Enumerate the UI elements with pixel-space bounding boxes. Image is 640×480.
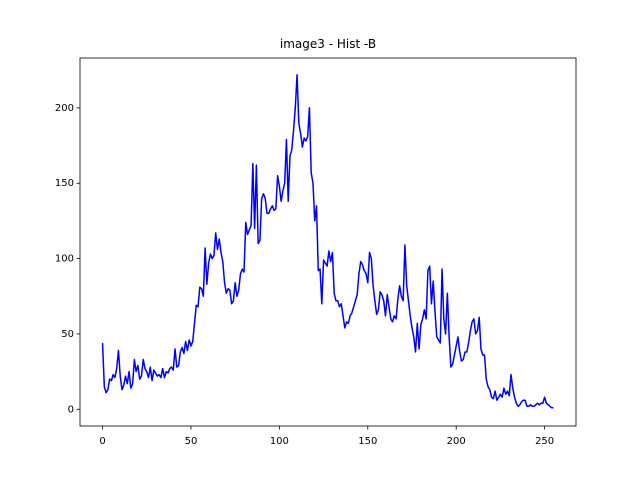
y-tick-label: 150: [55, 178, 74, 189]
x-tick-label: 250: [535, 436, 554, 447]
data-line: [101, 73, 554, 409]
x-tick-label: 50: [185, 436, 198, 447]
x-tick-label: 0: [99, 436, 105, 447]
x-tick-label: 150: [358, 436, 377, 447]
axes-frame: [79, 57, 577, 427]
chart-title: image3 - Hist -B: [280, 37, 376, 51]
y-tick-label: 100: [55, 254, 74, 265]
y-tick-label: 200: [55, 103, 74, 114]
x-tick-label: 100: [270, 436, 289, 447]
y-tick-label: 50: [61, 329, 74, 340]
y-tick-label: 0: [68, 404, 74, 415]
x-tick-label: 200: [447, 436, 466, 447]
